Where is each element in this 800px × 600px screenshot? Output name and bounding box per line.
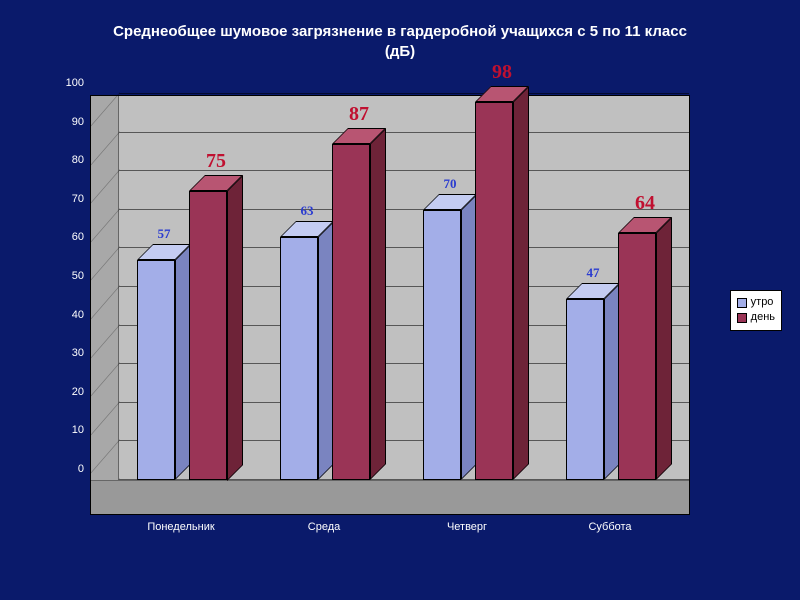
legend-label: утро — [751, 295, 774, 310]
value-label: 75 — [186, 150, 246, 173]
category-label: Понедельник — [147, 521, 214, 533]
legend-swatch — [737, 298, 747, 308]
bar-groups: 5775638770984764 — [119, 96, 689, 480]
category-label: Среда — [308, 521, 340, 533]
y-tick-label: 0 — [78, 463, 84, 475]
y-tick-label: 70 — [72, 193, 84, 205]
chart-container: 0102030405060708090100 5775638770984764 … — [50, 95, 730, 565]
legend-item: утро — [737, 295, 775, 310]
value-label: 63 — [277, 203, 337, 219]
category-label: Четверг — [447, 521, 487, 533]
legend: утродень — [730, 290, 782, 331]
y-tick-label: 60 — [72, 231, 84, 243]
y-tick-label: 30 — [72, 347, 84, 359]
legend-label: день — [751, 310, 775, 325]
y-tick-label: 20 — [72, 386, 84, 398]
y-tick-label: 100 — [66, 77, 84, 89]
legend-swatch — [737, 313, 747, 323]
title-line-2: (дБ) — [385, 43, 415, 60]
value-label: 64 — [615, 192, 675, 215]
y-tick-label: 40 — [72, 309, 84, 321]
value-label: 70 — [420, 176, 480, 192]
plot-floor — [91, 480, 689, 514]
value-label: 47 — [563, 265, 623, 281]
grid-line — [119, 93, 689, 94]
title-line-1: Среднеобщее шумовое загрязнение в гардер… — [113, 23, 687, 40]
value-label: 87 — [329, 103, 389, 126]
chart-title: Среднеобщее шумовое загрязнение в гардер… — [0, 0, 800, 71]
y-axis: 0102030405060708090100 — [50, 95, 90, 515]
y-tick-label: 90 — [72, 116, 84, 128]
y-tick-label: 10 — [72, 424, 84, 436]
y-tick-label: 50 — [72, 270, 84, 282]
value-label: 98 — [472, 61, 532, 84]
y-tick-label: 80 — [72, 154, 84, 166]
legend-item: день — [737, 310, 775, 325]
value-label: 57 — [134, 226, 194, 242]
category-label: Суббота — [588, 521, 631, 533]
plot-area: 5775638770984764 — [90, 95, 690, 515]
